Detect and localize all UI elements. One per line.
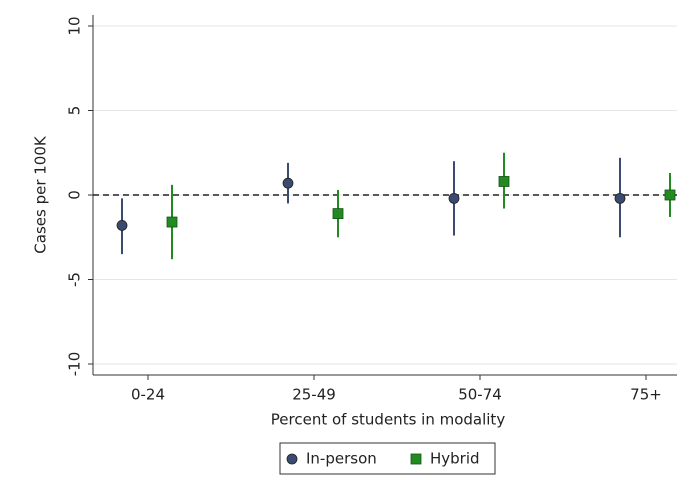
- y-tick-label: 5: [66, 106, 84, 116]
- y-tick-label: -5: [66, 272, 84, 287]
- x-tick-label: 50-74: [458, 386, 502, 404]
- point: [332, 208, 344, 219]
- legend-marker: [410, 453, 422, 465]
- legend-box: [279, 442, 496, 475]
- x-tick-label: 25-49: [292, 386, 336, 404]
- point: [498, 176, 510, 187]
- point: [166, 216, 178, 228]
- x-tick-label: 75+: [630, 386, 662, 404]
- point: [116, 220, 128, 231]
- legend-label: Hybrid: [430, 450, 480, 468]
- y-tick-label: 0: [66, 190, 84, 200]
- point: [614, 192, 626, 204]
- legend-marker: [286, 453, 298, 465]
- y-tick-label: -10: [66, 352, 84, 377]
- y-tick-label: 10: [66, 16, 84, 35]
- y-axis-label: Cases per 100K: [32, 135, 50, 254]
- point: [448, 192, 460, 204]
- point: [282, 177, 294, 189]
- x-tick-label: 0-24: [131, 386, 165, 404]
- point: [664, 189, 676, 201]
- legend-label: In-person: [306, 450, 377, 468]
- x-axis-label: Percent of students in modality: [271, 411, 506, 429]
